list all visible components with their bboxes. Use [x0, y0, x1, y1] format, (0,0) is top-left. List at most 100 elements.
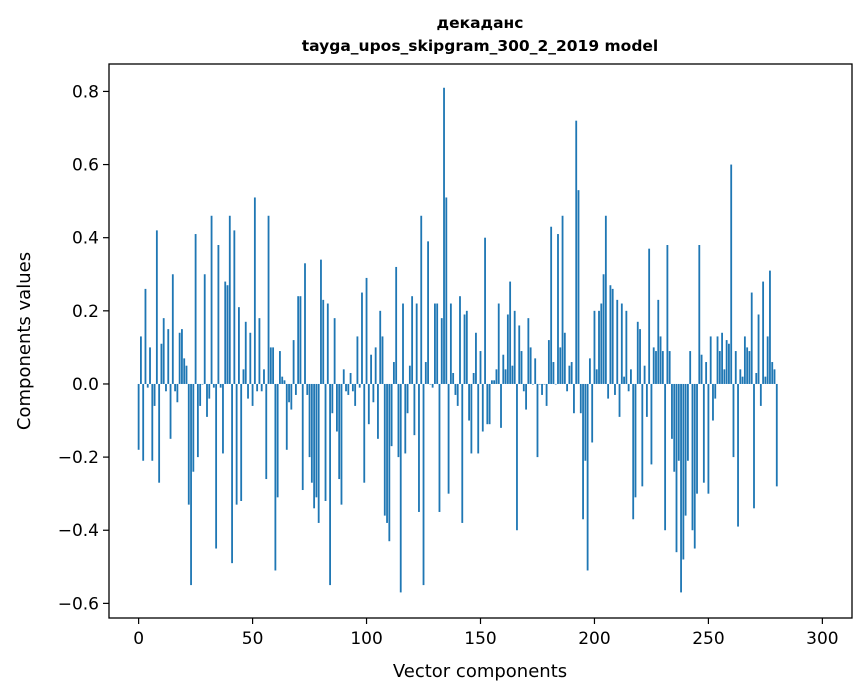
- bar: [140, 336, 142, 384]
- bar: [563, 332, 566, 384]
- bar: [397, 383, 400, 458]
- bar: [588, 358, 591, 384]
- bar: [315, 383, 318, 498]
- bar: [680, 383, 682, 593]
- bar: [169, 383, 172, 439]
- bar: [247, 383, 249, 399]
- bar: [698, 245, 701, 384]
- bar: [320, 259, 322, 384]
- bar: [149, 347, 151, 384]
- bar: [661, 351, 664, 384]
- bar: [728, 343, 730, 384]
- bar: [707, 383, 710, 494]
- bar: [297, 296, 300, 384]
- bar: [696, 383, 698, 494]
- bar: [673, 383, 676, 472]
- bar: [183, 358, 186, 384]
- bar: [632, 383, 635, 520]
- bar: [497, 303, 500, 384]
- bar: [495, 369, 498, 384]
- bar: [190, 383, 192, 586]
- bar: [475, 332, 477, 384]
- bar: [463, 314, 466, 384]
- bar: [429, 383, 432, 385]
- bar: [634, 383, 637, 498]
- bar: [584, 383, 587, 461]
- bar: [399, 383, 402, 593]
- bar: [326, 303, 329, 384]
- bar: [500, 383, 502, 428]
- bar: [440, 318, 443, 384]
- bar: [206, 383, 208, 417]
- bar: [538, 383, 541, 385]
- bar: [529, 347, 532, 384]
- bar: [304, 263, 306, 384]
- bar: [452, 373, 455, 384]
- bar: [586, 383, 589, 571]
- x-tick-label: 100: [350, 629, 382, 649]
- bar: [137, 383, 140, 450]
- bar: [616, 299, 619, 384]
- bar: [174, 383, 176, 392]
- bar: [340, 383, 343, 505]
- bar: [693, 383, 696, 549]
- bar: [178, 332, 181, 384]
- bar: [418, 383, 420, 512]
- bar: [420, 215, 423, 384]
- y-tick-label: 0.8: [72, 82, 99, 102]
- bar: [392, 362, 395, 384]
- bar: [611, 288, 614, 384]
- bar: [406, 383, 409, 414]
- x-tick-label: 200: [578, 629, 610, 649]
- bar: [691, 383, 694, 531]
- bar: [566, 383, 569, 392]
- bar: [721, 332, 723, 384]
- x-tick-label: 300: [806, 629, 838, 649]
- bar: [194, 234, 197, 384]
- bar: [554, 383, 557, 385]
- bar: [171, 274, 174, 384]
- bar: [479, 351, 482, 384]
- bar: [762, 281, 765, 384]
- bar: [196, 383, 199, 458]
- bar: [764, 376, 767, 384]
- bar: [377, 383, 379, 439]
- bar: [725, 340, 728, 384]
- bar: [365, 277, 368, 384]
- bar: [723, 369, 726, 384]
- bar: [645, 383, 648, 417]
- bar: [415, 303, 418, 384]
- bar: [561, 215, 564, 384]
- bar: [493, 380, 496, 384]
- bar: [322, 299, 325, 384]
- bar: [438, 383, 441, 512]
- bar: [511, 365, 514, 384]
- bar: [568, 365, 571, 384]
- bar: [351, 383, 354, 392]
- bar: [582, 383, 584, 520]
- bar: [481, 383, 484, 432]
- bar: [541, 383, 543, 395]
- bar: [753, 383, 755, 509]
- bar: [771, 362, 774, 384]
- bar: [427, 241, 429, 384]
- bar: [739, 369, 742, 384]
- bar: [602, 274, 605, 384]
- bar: [623, 376, 625, 384]
- bar: [310, 383, 313, 483]
- bar: [445, 197, 448, 384]
- bar: [484, 237, 486, 384]
- bar: [265, 383, 268, 480]
- bar: [231, 383, 233, 564]
- bar: [477, 383, 480, 454]
- bar: [677, 383, 680, 461]
- bar: [313, 383, 316, 509]
- bar: [347, 383, 350, 395]
- bar: [367, 383, 370, 425]
- bar: [338, 383, 341, 480]
- bar: [536, 383, 539, 458]
- bar: [643, 365, 646, 384]
- bar: [486, 383, 489, 425]
- bar: [591, 383, 594, 443]
